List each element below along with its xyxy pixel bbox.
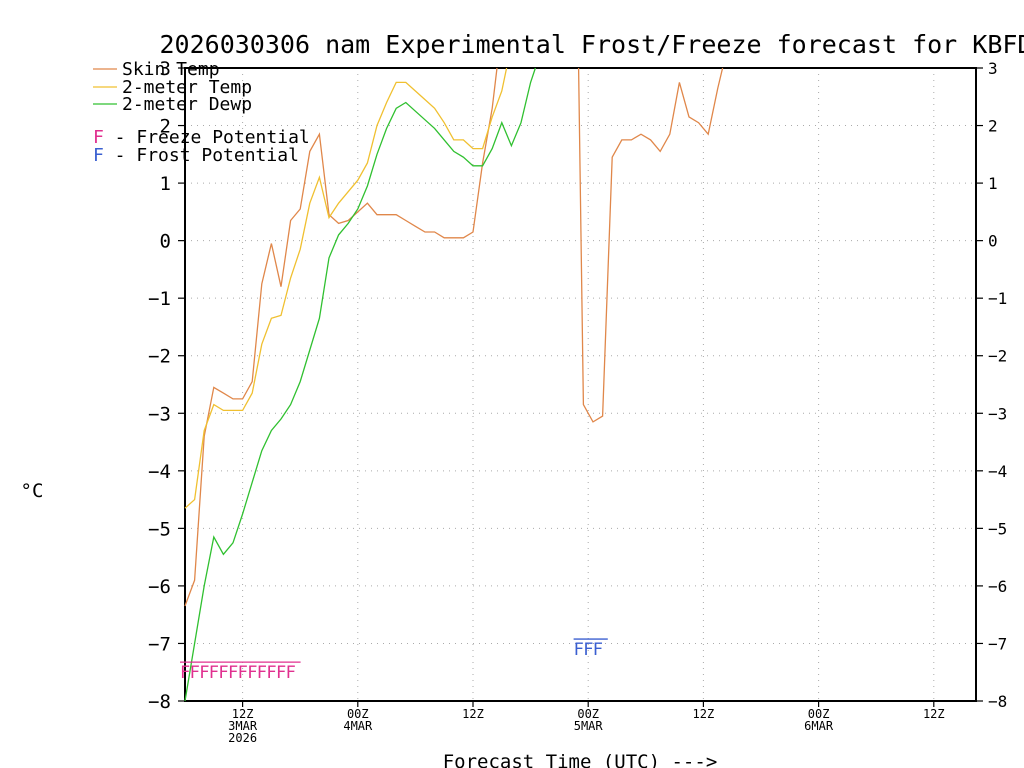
freeze-potential-marker-glyph: F xyxy=(199,663,209,683)
ytick-label-left: −4 xyxy=(148,461,171,483)
ytick-label-right: −5 xyxy=(988,519,1007,538)
ytick-label-right: −6 xyxy=(988,577,1007,596)
series-line-2-meter-temp xyxy=(184,67,508,509)
xtick-label: 5MAR xyxy=(574,719,604,733)
ytick-label-right: −4 xyxy=(988,462,1007,481)
y-axis-label: °C xyxy=(21,480,44,502)
xtick-label: 12Z xyxy=(693,707,715,721)
ytick-label-right: −7 xyxy=(988,634,1007,653)
freeze-potential-marker-glyph: F xyxy=(209,663,219,683)
x-axis-label: Forecast Time (UTC) ---> xyxy=(443,751,718,768)
xtick-label: 3MAR xyxy=(228,719,258,733)
ytick-label-right: 0 xyxy=(988,232,998,251)
series-line-skin-temp-segment-2 xyxy=(577,67,724,423)
frost-potential-marker-glyph: F xyxy=(593,640,603,660)
freeze-potential-marker-glyph: F xyxy=(266,663,276,683)
xtick-label: 12Z xyxy=(462,707,484,721)
legend-2m-dewp: 2-meter Dewp xyxy=(122,94,252,115)
frost-potential-marker-glyph: F xyxy=(574,640,584,660)
ytick-label-left: 0 xyxy=(160,231,171,253)
freeze-potential-marker-glyph: F xyxy=(286,663,296,683)
ytick-label-left: −5 xyxy=(148,518,171,540)
ytick-label-left: −6 xyxy=(148,576,171,598)
xtick-label: 12Z xyxy=(232,707,254,721)
xtick-label: 4MAR xyxy=(343,719,373,733)
ytick-label-left: −1 xyxy=(148,288,171,310)
freeze-potential-marker-glyph: F xyxy=(247,663,257,683)
legend-freeze-potential: F - Freeze Potential xyxy=(93,127,310,148)
freeze-potential-marker-glyph: F xyxy=(190,663,200,683)
y-axis: −8 −8 −7 −7 −6 −6 −5 −5 −4 −4 −3 −3 −2 −2 −1 −1 0 0 1 1 2 2 3 3 xyxy=(148,58,1007,713)
series-line-2-meter-dewp xyxy=(184,67,537,702)
legend-2m-temp: 2-meter Temp xyxy=(122,77,252,98)
ytick-label-right: −1 xyxy=(988,289,1007,308)
ytick-label-left: −2 xyxy=(148,346,171,368)
xtick-label: 00Z xyxy=(347,707,369,721)
legend-frost-potential: F - Frost Potential xyxy=(93,145,299,166)
series-layer xyxy=(184,67,724,702)
legend: Skin Temp 2-meter Temp 2-meter Dewp F - … xyxy=(93,59,310,166)
ytick-label-right: 2 xyxy=(988,117,998,136)
freeze-potential-marker-glyph: F xyxy=(180,663,190,683)
xtick-label: 6MAR xyxy=(804,719,834,733)
plot-frame xyxy=(184,67,977,702)
freeze-potential-marker-glyph: F xyxy=(228,663,238,683)
freeze-potential-marker-glyph: F xyxy=(218,663,228,683)
ytick-label-left: 3 xyxy=(160,58,171,80)
ytick-label-left: 1 xyxy=(160,173,171,195)
xtick-label: 12Z xyxy=(923,707,945,721)
xtick-label: 00Z xyxy=(577,707,599,721)
ytick-label-right: −8 xyxy=(988,692,1007,711)
ytick-label-right: 3 xyxy=(988,59,998,78)
ytick-label-left: −7 xyxy=(148,633,171,655)
ytick-label-left: 2 xyxy=(160,116,171,138)
frost-potential-marker-glyph: F xyxy=(583,640,593,660)
potential-markers: F F F F F F F F F F F FF F F xyxy=(180,638,608,683)
freeze-potential-marker-glyph: F xyxy=(238,663,248,683)
xtick-label: 2026 xyxy=(228,731,257,745)
ytick-label-right: −2 xyxy=(988,347,1007,366)
freeze-potential-marker-glyph: F xyxy=(257,663,267,683)
legend-skin-temp: Skin Temp xyxy=(122,59,220,80)
ytick-label-left: −8 xyxy=(148,691,171,713)
xtick-label: 00Z xyxy=(808,707,830,721)
ytick-label-right: −3 xyxy=(988,404,1007,423)
freeze-potential-marker-glyph: F xyxy=(276,663,286,683)
ytick-label-right: 1 xyxy=(988,174,998,193)
ytick-label-left: −3 xyxy=(148,403,171,425)
series-line-skin-temp xyxy=(184,67,498,607)
chart-title: 2026030306 nam Experimental Frost/Freeze… xyxy=(160,30,1024,59)
